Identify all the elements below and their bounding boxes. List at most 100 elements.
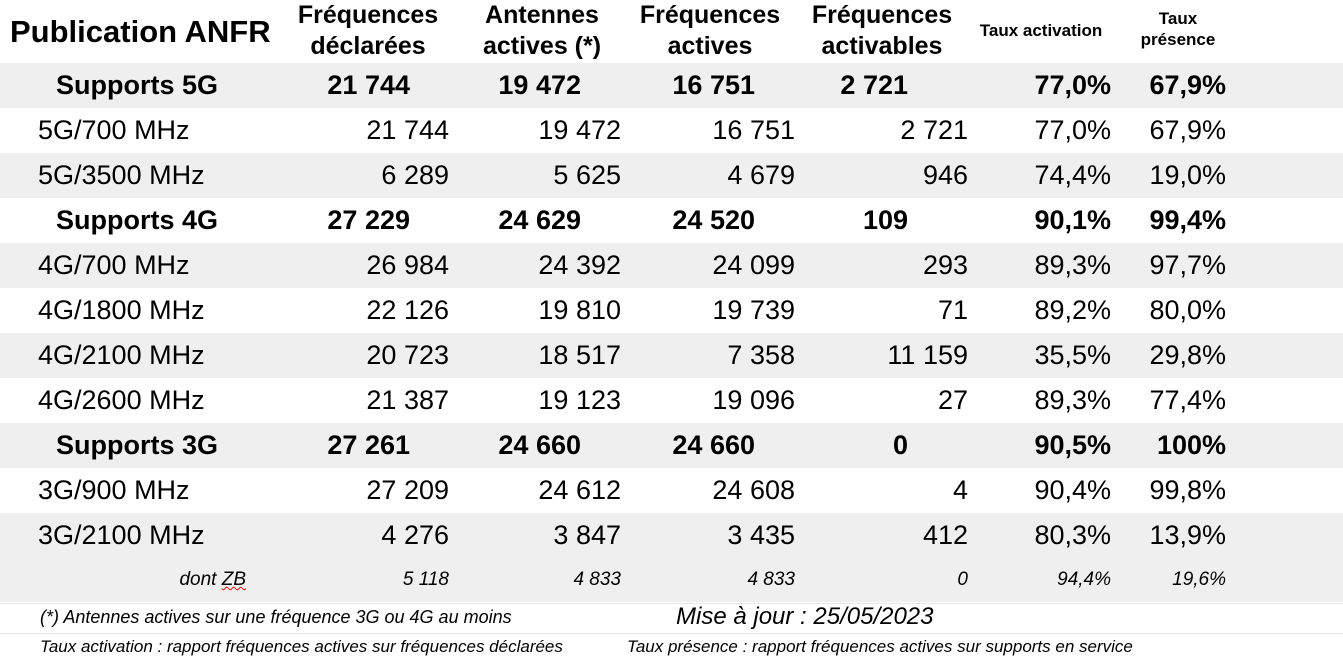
cell-frequences-actives: 4 833 [747, 569, 795, 590]
cell-antennes-actives: 24 612 [538, 475, 621, 505]
cell-frequences-declarees: 21 387 [366, 385, 449, 415]
row-label: Supports 3G [55, 430, 218, 460]
cell-taux-activation: 77,0% [1034, 115, 1111, 145]
cell-antennes-actives: 19 472 [498, 70, 581, 100]
cell-taux-presence: 19,0% [1149, 160, 1226, 190]
header-taux-activation: Taux activation [979, 21, 1103, 40]
cell-taux-presence: 67,9% [1149, 70, 1226, 100]
page-title: Publication ANFR [10, 14, 271, 49]
cell-antennes-actives: 24 392 [538, 250, 621, 280]
cell-frequences-activables: 0 [957, 569, 968, 590]
cell-antennes-actives: 5 625 [553, 160, 621, 190]
cell-taux-activation: 90,1% [1034, 205, 1111, 235]
cell-taux-presence: 99,8% [1149, 475, 1226, 505]
row-label: Supports 4G [55, 205, 218, 235]
table-row: 4G/1800 MHz 22 126 19 810 19 739 71 89,2% 80,0… [0, 288, 1343, 333]
cell-frequences-actives: 3 435 [727, 520, 795, 550]
footer-divider [0, 603, 1343, 604]
row-label: Supports 5G [55, 70, 218, 100]
cell-frequences-declarees: 26 984 [366, 250, 449, 280]
cell-taux-presence: 13,9% [1149, 520, 1226, 550]
cell-frequences-activables: 4 [952, 475, 968, 505]
row-label: 5G/3500 MHz [38, 160, 205, 190]
table-row-zb: dont ZB 5 118 4 833 4 833 0 94,4% 19,6% [0, 558, 1343, 602]
table-row: 4G/700 MHz 26 984 24 392 24 099 293 89,3% 97,7… [0, 243, 1343, 288]
row-label: 5G/700 MHz [38, 115, 190, 145]
cell-frequences-declarees: 5 118 [402, 569, 449, 590]
table-group-row: Supports 5G 21 744 19 472 16 751 2 721 77,0% 6… [0, 63, 1343, 108]
cell-frequences-actives: 16 751 [672, 70, 755, 100]
table-group-row: Supports 4G 27 229 24 629 24 520 109 90,1% 99,… [0, 198, 1343, 243]
cell-taux-presence: 100% [1156, 430, 1226, 460]
cell-frequences-activables: 71 [937, 295, 968, 325]
table-header: Publication ANFR Fréquences déclarées An… [0, 0, 1343, 63]
cell-taux-activation: 80,3% [1034, 520, 1111, 550]
cell-frequences-declarees: 27 261 [327, 430, 410, 460]
table-row: 4G/2600 MHz 21 387 19 123 19 096 27 89,3% 77,4… [0, 378, 1343, 423]
cell-antennes-actives: 4 833 [573, 569, 621, 590]
table-group-row: Supports 3G 27 261 24 660 24 660 0 90,5% 100% [0, 423, 1343, 468]
header-frequences-declarees: Fréquences déclarées [297, 1, 439, 60]
header-frequences-actives: Fréquences actives [639, 1, 781, 60]
table-body: Supports 5G 21 744 19 472 16 751 2 721 77,0% 6… [0, 63, 1343, 602]
cell-taux-activation: 74,4% [1034, 160, 1111, 190]
cell-taux-activation: 89,3% [1034, 385, 1111, 415]
cell-frequences-actives: 7 358 [727, 340, 795, 370]
cell-taux-activation: 90,4% [1034, 475, 1111, 505]
cell-taux-activation: 77,0% [1034, 70, 1111, 100]
cell-antennes-actives: 18 517 [538, 340, 621, 370]
cell-frequences-declarees: 20 723 [366, 340, 449, 370]
table-row: 3G/2100 MHz 4 276 3 847 3 435 412 80,3% 13,9% [0, 513, 1343, 558]
cell-frequences-actives: 4 679 [727, 160, 795, 190]
cell-frequences-declarees: 4 276 [381, 520, 449, 550]
cell-frequences-activables: 293 [922, 250, 968, 280]
header-frequences-activables: Fréquences activables [811, 1, 953, 60]
cell-frequences-declarees: 27 229 [327, 205, 410, 235]
cell-frequences-actives: 24 608 [712, 475, 795, 505]
cell-frequences-actives: 24 520 [672, 205, 755, 235]
cell-antennes-actives: 24 660 [498, 430, 581, 460]
cell-antennes-actives: 19 123 [538, 385, 621, 415]
cell-taux-activation: 90,5% [1034, 430, 1111, 460]
row-label: 3G/2100 MHz [38, 520, 205, 550]
row-label: dont ZB [0, 558, 246, 602]
cell-taux-presence: 97,7% [1149, 250, 1226, 280]
footnote-taux-presence: Taux présence : rapport fréquences activ… [627, 637, 1133, 656]
cell-frequences-declarees: 22 126 [366, 295, 449, 325]
cell-taux-presence: 19,6% [1172, 569, 1226, 590]
cell-taux-activation: 89,3% [1034, 250, 1111, 280]
table-row: 5G/700 MHz 21 744 19 472 16 751 2 721 77,0% 67… [0, 108, 1343, 153]
cell-frequences-activables: 2 721 [840, 70, 908, 100]
cell-frequences-activables: 946 [922, 160, 968, 190]
table-row: 5G/3500 MHz 6 289 5 625 4 679 946 74,4% 19,0% [0, 153, 1343, 198]
row-label: 4G/2600 MHz [38, 385, 205, 415]
cell-taux-activation: 35,5% [1034, 340, 1111, 370]
row-label-prefix: dont [179, 569, 222, 590]
cell-frequences-activables: 2 721 [900, 115, 968, 145]
cell-frequences-declarees: 27 209 [366, 475, 449, 505]
header-antennes-actives: Antennes actives (*) [482, 1, 602, 60]
cell-frequences-activables: 109 [862, 205, 908, 235]
cell-frequences-activables: 11 159 [887, 340, 968, 370]
cell-antennes-actives: 19 472 [538, 115, 621, 145]
table-row: 3G/900 MHz 27 209 24 612 24 608 4 90,4% 99,8% [0, 468, 1343, 513]
row-label: 4G/2100 MHz [38, 340, 205, 370]
footer-divider-2 [0, 633, 1343, 634]
cell-frequences-actives: 16 751 [712, 115, 795, 145]
cell-taux-presence: 29,8% [1149, 340, 1226, 370]
table-row: 4G/2100 MHz 20 723 18 517 7 358 11 159 35,5% 2… [0, 333, 1343, 378]
cell-frequences-actives: 19 096 [712, 385, 795, 415]
cell-antennes-actives: 24 629 [498, 205, 581, 235]
row-label: 4G/1800 MHz [38, 295, 205, 325]
cell-antennes-actives: 3 847 [553, 520, 621, 550]
cell-taux-presence: 77,4% [1149, 385, 1226, 415]
cell-frequences-actives: 24 660 [672, 430, 755, 460]
cell-frequences-declarees: 6 289 [381, 160, 449, 190]
cell-taux-presence: 67,9% [1149, 115, 1226, 145]
header-taux-presence: Taux présence [1140, 9, 1216, 49]
update-date: Mise à jour : 25/05/2023 [676, 603, 934, 630]
row-label: 4G/700 MHz [38, 250, 190, 280]
cell-taux-activation: 89,2% [1034, 295, 1111, 325]
footnote-taux-activation: Taux activation : rapport fréquences act… [40, 637, 563, 656]
footnote-antennes: (*) Antennes actives sur une fréquence 3… [40, 607, 512, 627]
